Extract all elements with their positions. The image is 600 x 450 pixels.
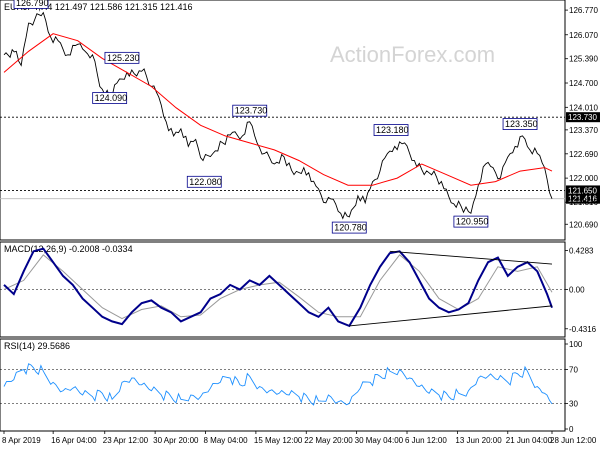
level-tag-label: 121.416: [568, 195, 597, 204]
y-tick-label: 120.690: [569, 220, 598, 229]
rsi-y-tick-label: 100: [569, 340, 583, 349]
price-annotation-box: [453, 215, 489, 228]
x-tick-label: 30 May 04:00: [355, 436, 404, 445]
price-annotation-label: 120.950: [456, 217, 489, 227]
price-annotation-label: 125.230: [107, 53, 140, 63]
macd-y-tick-label: -0.4316: [569, 325, 597, 334]
price-panel-frame: [0, 0, 566, 241]
y-tick-label: 123.370: [569, 126, 598, 135]
price-annotation-box: [186, 175, 222, 188]
macd-layer: 0.4283 0.00 -0.4316: [0, 247, 597, 334]
rsi-y-tick-label: 30: [569, 400, 578, 409]
price-annotation-label: 122.080: [189, 177, 222, 187]
macd-y-tick-label: 0.4283: [569, 247, 594, 256]
price-annotation-label: 123.350: [505, 119, 538, 129]
level-tag: [566, 193, 600, 204]
price-annotation-box: [92, 92, 128, 104]
price-annotation-box: [331, 221, 367, 234]
moving-average-series: [3, 33, 553, 186]
price-annotation-label: 123.730: [235, 106, 268, 116]
rsi-series: [3, 363, 553, 406]
x-tick-label: 8 Apr 2019: [2, 436, 41, 445]
watermark: ActionForex.com: [330, 42, 495, 67]
macd-header: MACD(12,26,9) -0.2008 -0.0334: [4, 244, 133, 254]
y-tick-label: 124.700: [569, 79, 598, 88]
macd-trendline: [349, 305, 553, 327]
y-tick-label: 125.390: [569, 55, 598, 64]
price-annotation-box: [104, 51, 140, 64]
y-tick-label: 122.000: [569, 174, 598, 183]
x-tick-label: 21 Jun 04:00: [506, 436, 553, 445]
price-annotation-box: [373, 124, 409, 136]
price-series: [3, 11, 553, 220]
macd-series: [3, 247, 553, 328]
x-tick-label: 16 Apr 04:00: [51, 436, 97, 445]
price-annotation-label: 120.780: [334, 223, 367, 233]
x-tick-label: 28 Jun 12:00: [550, 436, 597, 445]
price-annotation-label: 124.090: [95, 93, 128, 103]
price-annotation-box: [232, 104, 268, 117]
y-tick-label: 122.690: [569, 150, 598, 159]
x-tick-label: 6 Jun 12:00: [405, 436, 447, 445]
rsi-y-tick-label: 70: [569, 366, 578, 375]
rsi-header: RSI(14) 29.5686: [4, 341, 70, 351]
x-tick-label: 13 Jun 20:00: [455, 436, 502, 445]
level-tag: [566, 112, 600, 123]
rsi-y-tick-label: 0: [569, 425, 574, 434]
rsi-panel-frame: [0, 338, 566, 432]
price-annotation-box: [13, 0, 49, 9]
y-tick-label: 124.010: [569, 103, 598, 112]
macd-signal-series: [3, 254, 553, 320]
x-axis: 8 Apr 2019 16 Apr 04:00 23 Apr 12:00 30 Apr…: [2, 431, 597, 445]
y-tick-label: 126.770: [569, 6, 598, 15]
x-tick-label: 8 May 04:00: [204, 436, 249, 445]
level-tag-label: 121.650: [568, 186, 597, 195]
x-tick-label: 30 Apr 20:00: [153, 436, 199, 445]
x-tick-label: 22 May 20:00: [304, 436, 353, 445]
macd-y-tick-label: 0.00: [569, 286, 585, 295]
macd-trendline: [389, 250, 553, 265]
y-tick-label: 126.070: [569, 31, 598, 40]
price-annotation-box: [502, 118, 538, 130]
x-tick-label: 15 May 12:00: [254, 436, 303, 445]
price-annotation-label: 126.790: [16, 0, 49, 8]
level-tag: [566, 185, 600, 196]
y-tick-label: 121.316: [569, 198, 598, 207]
level-tag-label: 123.730: [568, 113, 597, 122]
price-annotation-label: 123.180: [376, 125, 409, 135]
price-header: EURJPY,H4 121.497 121.586 121.315 121.41…: [4, 2, 193, 12]
rsi-layer: 100 70 30 0: [0, 340, 583, 434]
x-tick-label: 23 Apr 12:00: [103, 436, 149, 445]
